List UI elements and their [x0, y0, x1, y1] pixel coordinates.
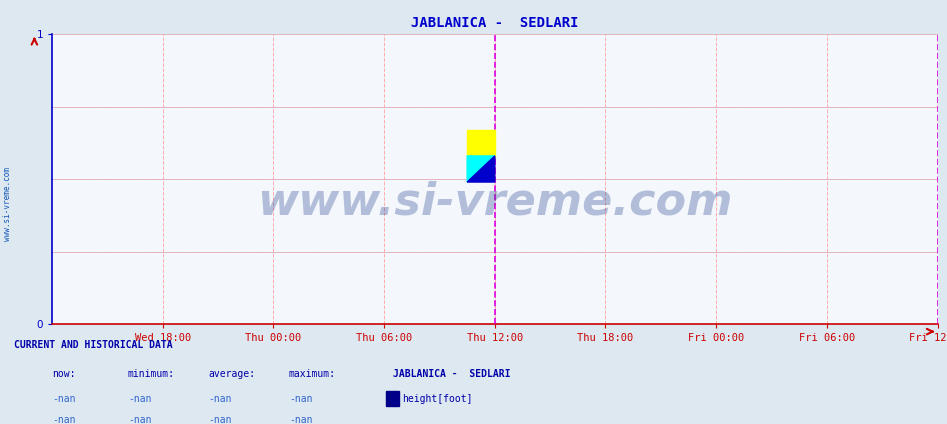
Bar: [386, 391, 399, 406]
Text: maximum:: maximum:: [289, 369, 336, 379]
Polygon shape: [467, 156, 495, 182]
Text: CURRENT AND HISTORICAL DATA: CURRENT AND HISTORICAL DATA: [14, 340, 173, 350]
Text: www.si-vreme.com: www.si-vreme.com: [257, 181, 733, 224]
Text: -nan: -nan: [52, 394, 76, 404]
Text: now:: now:: [52, 369, 76, 379]
Text: -nan: -nan: [128, 394, 152, 404]
Text: -nan: -nan: [208, 394, 232, 404]
Title: JABLANICA -  SEDLARI: JABLANICA - SEDLARI: [411, 16, 579, 30]
Text: -nan: -nan: [208, 415, 232, 424]
Text: -nan: -nan: [289, 415, 313, 424]
Text: average:: average:: [208, 369, 256, 379]
Text: www.si-vreme.com: www.si-vreme.com: [3, 167, 12, 240]
Text: minimum:: minimum:: [128, 369, 175, 379]
Text: -nan: -nan: [52, 415, 76, 424]
Text: -nan: -nan: [128, 415, 152, 424]
Text: JABLANICA -  SEDLARI: JABLANICA - SEDLARI: [393, 369, 510, 379]
Text: height[foot]: height[foot]: [402, 394, 473, 404]
Bar: [467, 130, 494, 156]
Polygon shape: [467, 156, 495, 182]
Text: -nan: -nan: [289, 394, 313, 404]
